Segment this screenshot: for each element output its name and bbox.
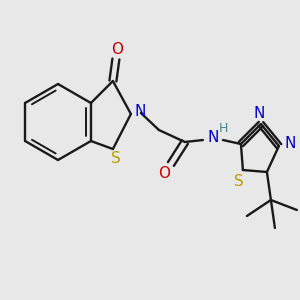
Text: N: N xyxy=(134,103,146,118)
Text: N: N xyxy=(284,136,296,151)
Text: N: N xyxy=(253,106,265,122)
Text: O: O xyxy=(158,167,170,182)
Text: S: S xyxy=(234,173,244,188)
Text: S: S xyxy=(111,151,121,166)
Text: O: O xyxy=(111,41,123,56)
Text: N: N xyxy=(207,130,219,146)
Text: H: H xyxy=(219,122,229,134)
